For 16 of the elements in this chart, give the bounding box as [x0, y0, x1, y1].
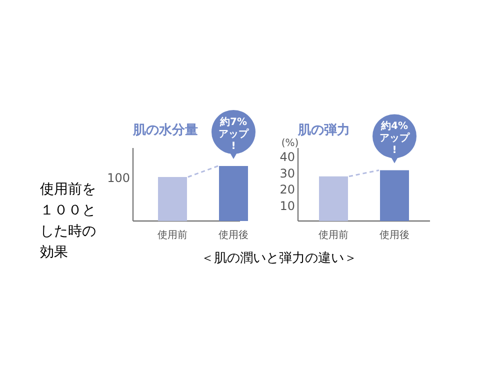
y-axis-title: (%) — [281, 138, 299, 149]
y-tick-label: 40 — [280, 150, 295, 164]
text: ＜肌の潤いと弾力の違い＞ — [201, 251, 357, 266]
text: 使用前を１００とした時の効果 — [40, 182, 96, 260]
x-tick-label: 使用後 — [380, 229, 410, 241]
y-tick-label: 20 — [280, 182, 295, 197]
y-tick-label: 30 — [280, 166, 295, 180]
annotation: 約7%アップ! — [218, 116, 250, 152]
text: 100 — [107, 171, 130, 185]
y-tick-label: 10 — [280, 198, 295, 213]
x-tick-label: 使用前 — [318, 229, 348, 241]
chart-title: 肌の水分量 — [132, 123, 198, 138]
chart-title: 肌の弾力 — [297, 123, 350, 138]
x-tick-label: 使用前 — [158, 229, 188, 241]
x-tick-label: 使用後 — [218, 229, 248, 241]
annotation: 約4%アップ! — [380, 120, 410, 156]
